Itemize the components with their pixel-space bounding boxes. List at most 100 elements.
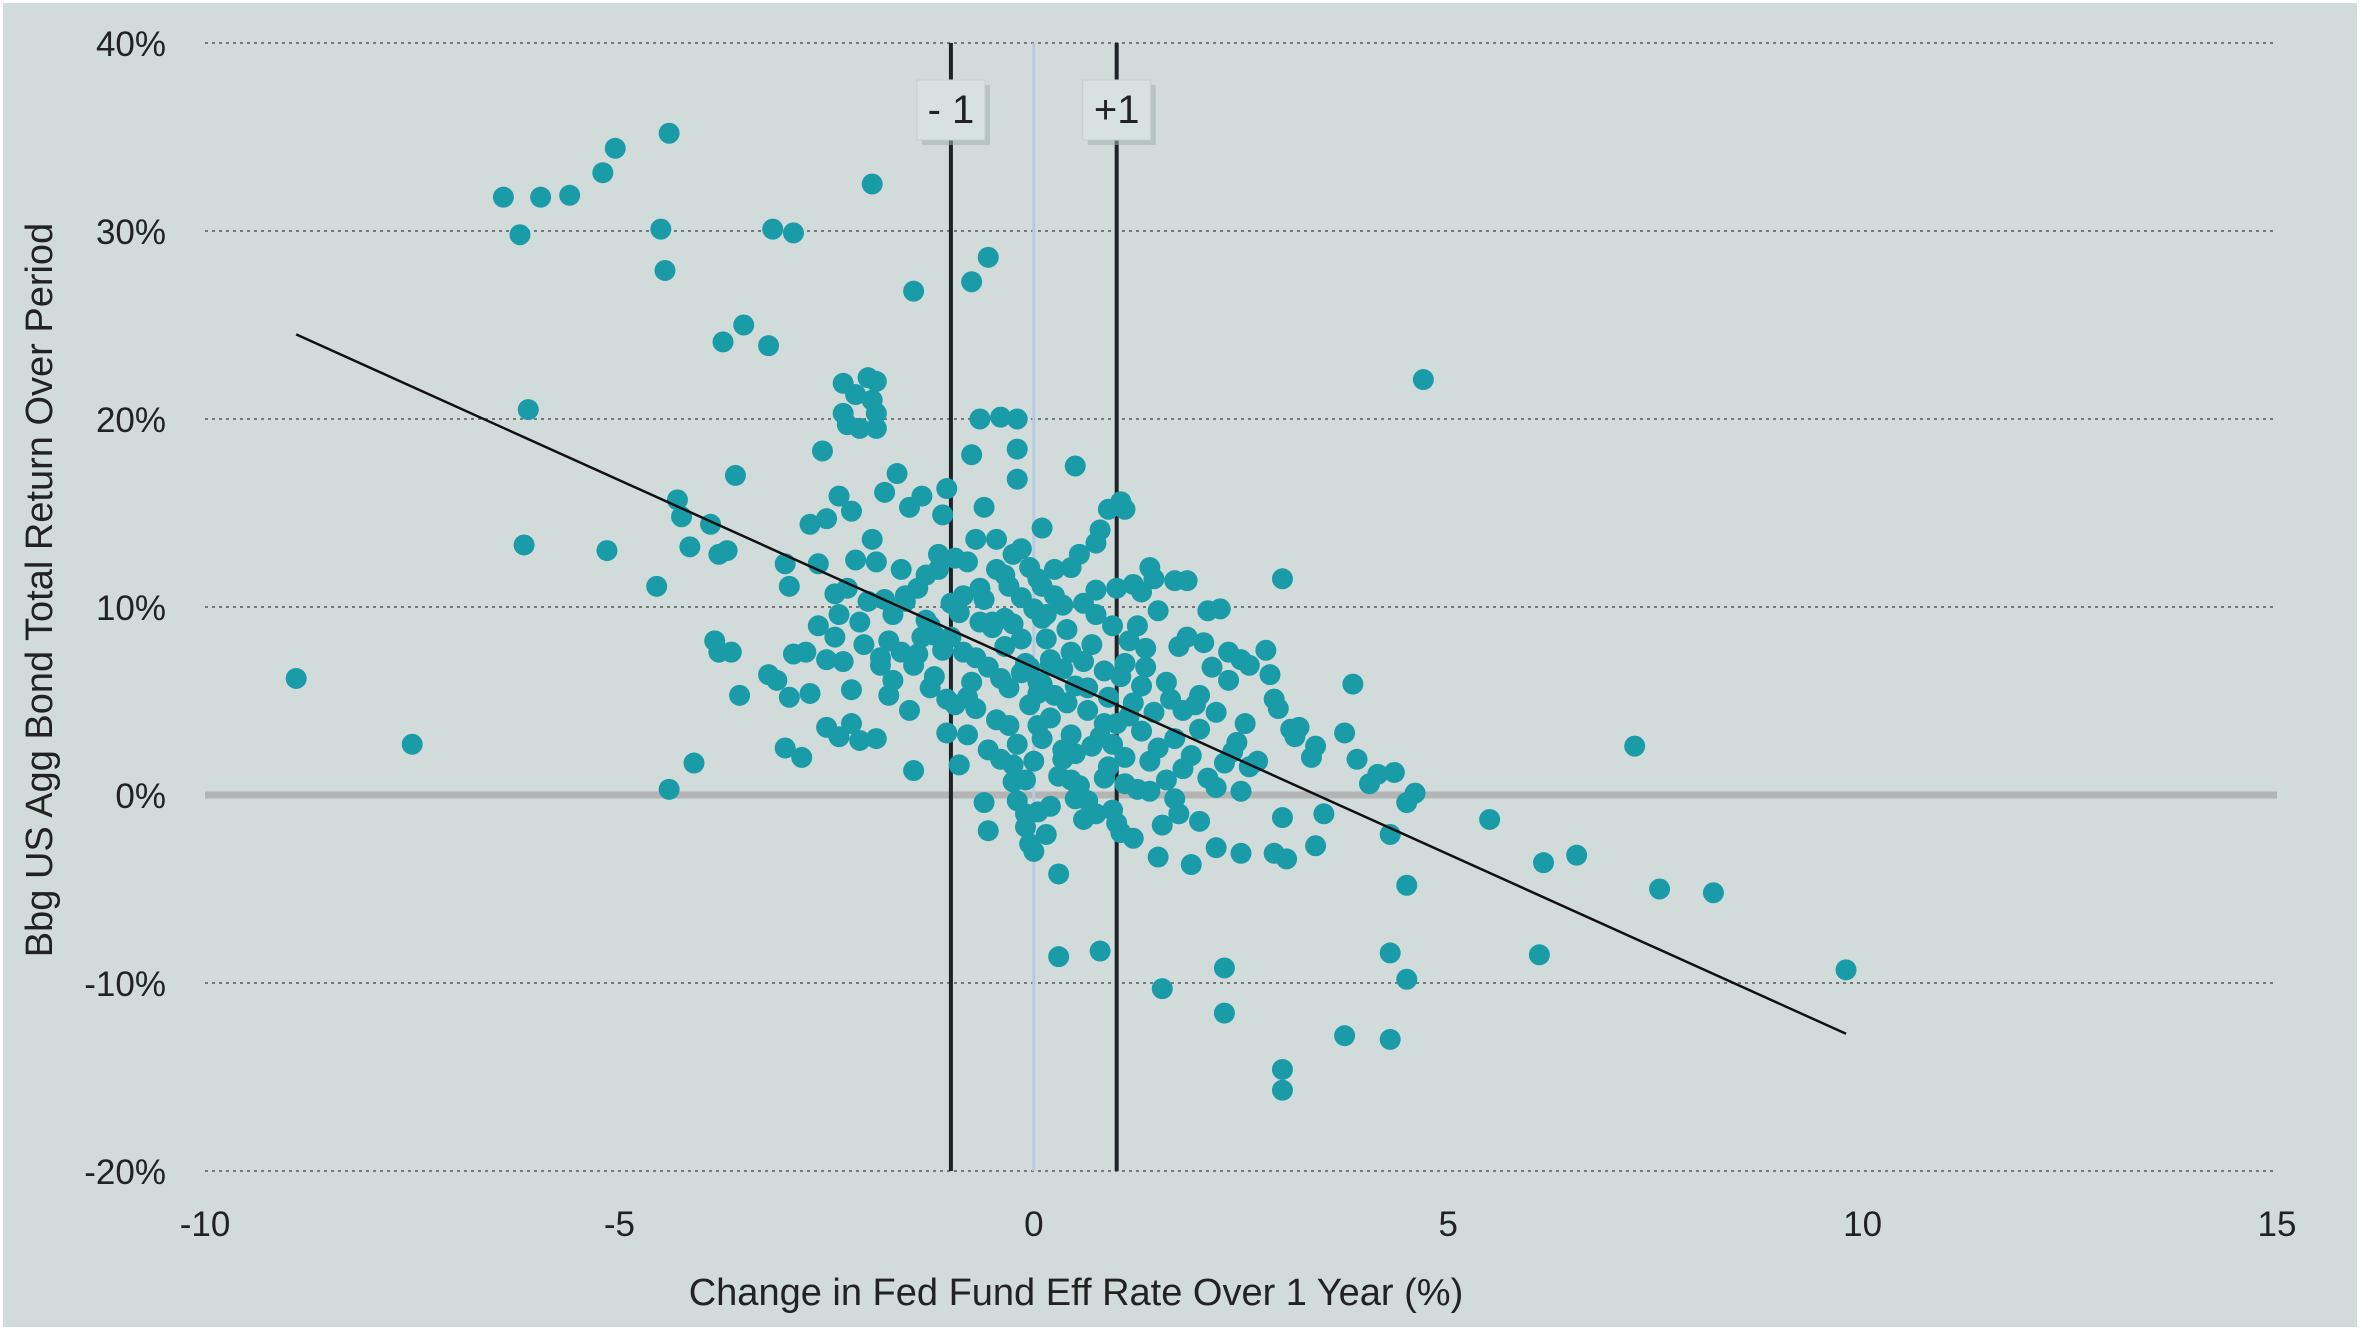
data-point <box>1052 739 1074 761</box>
x-tick-label: -5 <box>604 1205 635 1244</box>
data-point <box>1624 735 1646 757</box>
data-point <box>1533 852 1555 874</box>
data-point <box>927 543 949 565</box>
data-point <box>973 588 995 610</box>
x-tick-label: 5 <box>1438 1205 1457 1244</box>
data-point <box>1379 1028 1401 1050</box>
data-point <box>828 726 850 748</box>
data-point <box>1015 769 1037 791</box>
data-point <box>1479 808 1501 830</box>
data-point <box>874 481 896 503</box>
data-point <box>762 218 784 240</box>
data-point <box>1346 748 1368 770</box>
x-axis-title: Change in Fed Fund Eff Rate Over 1 Year … <box>689 1272 1464 1314</box>
data-point <box>1102 615 1124 637</box>
data-point <box>811 440 833 462</box>
data-point <box>658 778 680 800</box>
data-point <box>1106 713 1128 735</box>
data-point <box>1305 735 1327 757</box>
data-point <box>1060 557 1082 579</box>
x-tick-label: 0 <box>1024 1205 1043 1244</box>
data-point <box>1276 848 1298 870</box>
data-point <box>1528 944 1550 966</box>
data-point <box>1073 651 1095 673</box>
data-point <box>1404 782 1426 804</box>
data-point <box>1342 673 1364 695</box>
data-point <box>977 820 999 842</box>
data-point <box>1089 940 1111 962</box>
data-point <box>865 402 887 424</box>
data-point <box>882 669 904 691</box>
data-point <box>869 647 891 669</box>
data-point <box>1334 722 1356 744</box>
data-point <box>1073 808 1095 830</box>
data-point <box>1180 854 1202 876</box>
data-point <box>1056 619 1078 641</box>
data-point <box>1259 664 1281 686</box>
data-point <box>1649 878 1671 900</box>
data-point <box>1193 632 1215 654</box>
data-point <box>1093 767 1115 789</box>
data-point <box>1702 882 1724 904</box>
data-point <box>1213 1002 1235 1024</box>
data-point <box>845 549 867 571</box>
data-point <box>1135 656 1157 678</box>
data-point <box>956 724 978 746</box>
data-point <box>517 399 539 421</box>
data-point <box>401 733 423 755</box>
data-point <box>509 224 531 246</box>
data-point <box>559 184 581 206</box>
data-point <box>1147 600 1169 622</box>
data-point <box>492 186 514 208</box>
data-point <box>1566 844 1588 866</box>
data-point <box>1379 942 1401 964</box>
x-tick-label: 10 <box>1843 1205 1882 1244</box>
data-point <box>1035 604 1057 626</box>
data-point <box>977 246 999 268</box>
data-point <box>898 699 920 721</box>
data-point <box>1201 656 1223 678</box>
data-point <box>1023 750 1045 772</box>
data-point <box>990 406 1012 428</box>
data-point <box>1189 810 1211 832</box>
reference-label-box <box>1082 79 1152 141</box>
data-point <box>1052 594 1074 616</box>
data-point <box>712 331 734 353</box>
data-point <box>1010 628 1032 650</box>
data-point <box>1334 1025 1356 1047</box>
data-point <box>1151 978 1173 1000</box>
data-point <box>1085 579 1107 601</box>
data-point <box>936 722 958 744</box>
data-point <box>1064 455 1086 477</box>
data-point <box>1106 577 1128 599</box>
data-point <box>1218 669 1240 691</box>
y-tick-label: 20% <box>96 401 166 440</box>
data-point <box>1056 692 1078 714</box>
trend-line-group <box>295 333 1847 1035</box>
x-tick-label: 15 <box>2258 1205 2297 1244</box>
data-point <box>530 186 552 208</box>
data-point <box>1039 654 1061 676</box>
data-point <box>944 547 966 569</box>
data-point <box>961 671 983 693</box>
data-point <box>1102 733 1124 755</box>
data-point <box>1114 746 1136 768</box>
data-point <box>1288 716 1310 738</box>
data-point <box>952 585 974 607</box>
data-point <box>1015 816 1037 838</box>
data-point <box>1089 519 1111 541</box>
data-point <box>1164 788 1186 810</box>
data-point <box>592 162 614 184</box>
data-point <box>886 463 908 485</box>
data-point <box>1271 807 1293 829</box>
data-point <box>903 760 925 782</box>
data-point <box>990 748 1012 770</box>
data-point <box>716 540 738 562</box>
data-point <box>774 737 796 759</box>
data-point <box>907 577 929 599</box>
data-point <box>840 679 862 701</box>
data-point <box>828 485 850 507</box>
data-point <box>1155 769 1177 791</box>
data-point <box>961 271 983 293</box>
data-point <box>1155 671 1177 693</box>
